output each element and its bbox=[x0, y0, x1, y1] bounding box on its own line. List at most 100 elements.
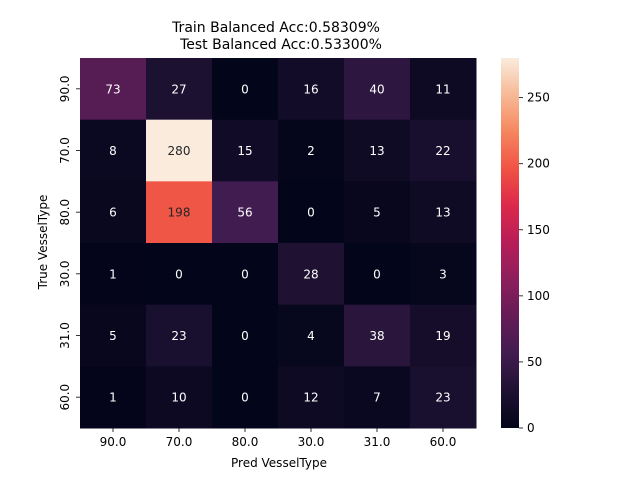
heatmap-cell bbox=[146, 119, 213, 182]
colorbar-gradient bbox=[501, 58, 519, 428]
heatmap-cell bbox=[278, 58, 345, 121]
heatmap-cell bbox=[278, 181, 345, 244]
x-tick-label: 90.0 bbox=[100, 435, 127, 449]
cell-value-label: 1 bbox=[109, 267, 117, 281]
heatmap-cell bbox=[146, 58, 213, 121]
y-tick-label: 30.0 bbox=[58, 260, 72, 287]
cell-value-label: 0 bbox=[241, 391, 249, 405]
cell-value-label: 28 bbox=[303, 267, 318, 281]
heatmap-cell bbox=[212, 366, 279, 429]
heatmap-cell bbox=[344, 181, 411, 244]
x-tick-label: 30.0 bbox=[298, 435, 325, 449]
cell-value-label: 38 bbox=[369, 329, 384, 343]
cell-value-label: 7 bbox=[373, 391, 381, 405]
x-tick-label: 31.0 bbox=[364, 435, 391, 449]
heatmap-cell bbox=[278, 243, 345, 306]
cell-value-label: 0 bbox=[307, 206, 315, 220]
cell-value-label: 13 bbox=[369, 144, 384, 158]
cell-value-label: 27 bbox=[171, 82, 186, 96]
cell-value-label: 280 bbox=[168, 144, 191, 158]
heatmap-cell bbox=[344, 304, 411, 367]
cell-value-label: 11 bbox=[435, 82, 450, 96]
heatmap-cell bbox=[212, 243, 279, 306]
heatmap-cell bbox=[410, 304, 477, 367]
cell-value-label: 22 bbox=[435, 144, 450, 158]
heatmap-cell bbox=[80, 366, 147, 429]
x-tick-label: 60.0 bbox=[430, 435, 457, 449]
heatmap-cell bbox=[344, 366, 411, 429]
cell-value-label: 5 bbox=[373, 206, 381, 220]
cell-value-label: 0 bbox=[373, 267, 381, 281]
y-tick-label: 90.0 bbox=[58, 75, 72, 102]
heatmap-cell bbox=[146, 181, 213, 244]
heatmap-cell bbox=[278, 119, 345, 182]
cell-value-label: 23 bbox=[435, 391, 450, 405]
chart-title-line-2: Test Balanced Acc:0.53300% bbox=[179, 37, 382, 53]
colorbar-tick-label: 200 bbox=[527, 157, 550, 171]
x-axis-ticks: 90.0 70.0 80.0 30.0 31.0 60.0 bbox=[100, 428, 457, 449]
cell-value-label: 2 bbox=[307, 144, 315, 158]
heatmap-cell bbox=[212, 58, 279, 121]
cell-value-label: 16 bbox=[303, 82, 318, 96]
colorbar-tick-label: 50 bbox=[527, 355, 542, 369]
heatmap-cell bbox=[410, 119, 477, 182]
heatmap-cell bbox=[146, 243, 213, 306]
cell-value-label: 0 bbox=[241, 82, 249, 96]
heatmap-cell bbox=[278, 304, 345, 367]
cell-value-label: 15 bbox=[237, 144, 252, 158]
cell-value-label: 56 bbox=[237, 206, 252, 220]
heatmap-cell bbox=[410, 58, 477, 121]
heatmap-cell bbox=[80, 243, 147, 306]
heatmap-cell bbox=[344, 243, 411, 306]
cell-value-label: 0 bbox=[175, 267, 183, 281]
colorbar-tick-label: 0 bbox=[527, 421, 535, 435]
heatmap-cell bbox=[80, 304, 147, 367]
heatmap-cell bbox=[344, 119, 411, 182]
cell-value-label: 13 bbox=[435, 206, 450, 220]
heatmap-cell bbox=[80, 119, 147, 182]
heatmap-cell bbox=[410, 366, 477, 429]
heatmap-cell bbox=[212, 119, 279, 182]
heatmap-cell bbox=[410, 243, 477, 306]
colorbar: 0 50 100 150 200 250 bbox=[501, 58, 550, 435]
y-axis-ticks: 90.0 70.0 80.0 30.0 31.0 60.0 bbox=[58, 75, 80, 411]
cell-value-label: 73 bbox=[105, 82, 120, 96]
cell-value-label: 40 bbox=[369, 82, 384, 96]
heatmap-cell bbox=[344, 58, 411, 121]
y-tick-label: 70.0 bbox=[58, 137, 72, 164]
cell-value-label: 4 bbox=[307, 329, 315, 343]
heatmap-cell bbox=[80, 181, 147, 244]
chart-title-line-1: Train Balanced Acc:0.58309% bbox=[171, 20, 380, 36]
colorbar-tick-label: 150 bbox=[527, 223, 550, 237]
cell-value-label: 8 bbox=[109, 144, 117, 158]
cell-value-label: 6 bbox=[109, 206, 117, 220]
heatmap-cell bbox=[80, 58, 147, 121]
colorbar-tick-label: 250 bbox=[527, 91, 550, 105]
x-axis-label: Pred VesselType bbox=[231, 456, 327, 470]
cell-value-label: 3 bbox=[439, 267, 447, 281]
cell-value-label: 23 bbox=[171, 329, 186, 343]
heatmap-cell bbox=[212, 181, 279, 244]
x-tick-label: 70.0 bbox=[166, 435, 193, 449]
y-tick-label: 31.0 bbox=[58, 322, 72, 349]
cell-value-label: 19 bbox=[435, 329, 450, 343]
heatmap-cell bbox=[212, 304, 279, 367]
x-tick-label: 80.0 bbox=[232, 435, 259, 449]
heatmap-grid: 73 27 0 16 40 118 280 15 2 13 226 198 56 0 5 131 0 0 28 0 35… bbox=[80, 58, 477, 429]
cell-value-label: 5 bbox=[109, 329, 117, 343]
y-tick-label: 80.0 bbox=[58, 199, 72, 226]
y-tick-label: 60.0 bbox=[58, 384, 72, 411]
cell-value-label: 10 bbox=[171, 391, 186, 405]
heatmap-cell bbox=[146, 304, 213, 367]
colorbar-tick-label: 100 bbox=[527, 289, 550, 303]
cell-value-label: 12 bbox=[303, 391, 318, 405]
y-axis-label: True VesselType bbox=[36, 195, 50, 291]
heatmap-cell bbox=[410, 181, 477, 244]
heatmap-cell bbox=[146, 366, 213, 429]
heatmap-cell bbox=[278, 366, 345, 429]
cell-value-label: 198 bbox=[168, 206, 191, 220]
cell-value-label: 1 bbox=[109, 391, 117, 405]
cell-value-label: 0 bbox=[241, 329, 249, 343]
cell-value-label: 0 bbox=[241, 267, 249, 281]
